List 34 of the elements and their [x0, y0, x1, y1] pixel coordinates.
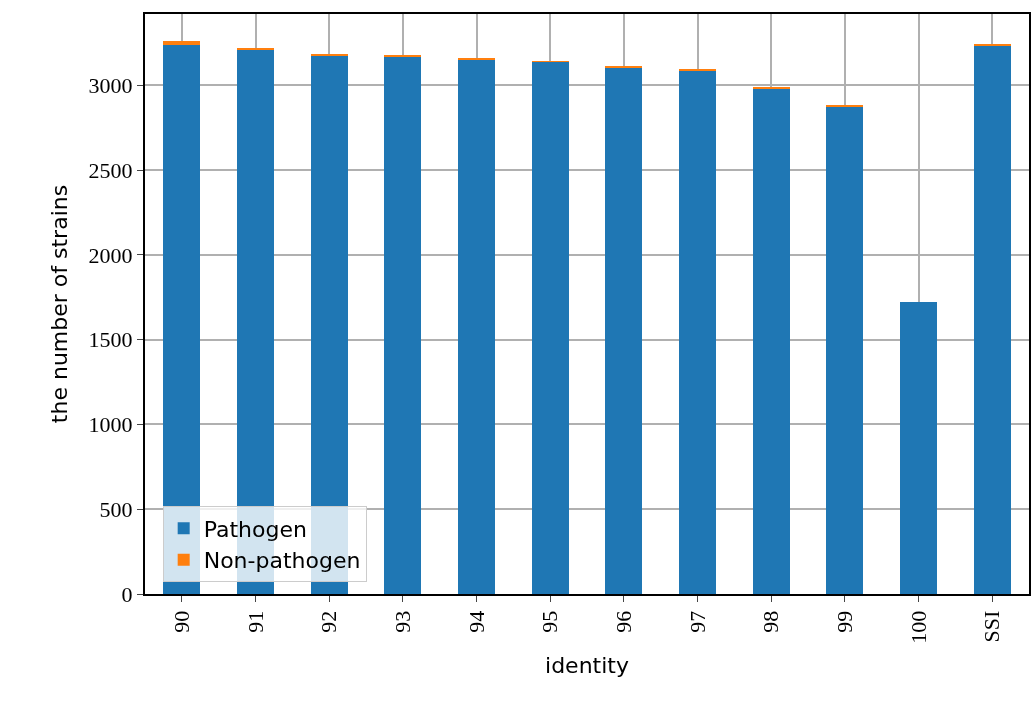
legend-label: Non-pathogen: [203, 548, 361, 574]
y-tick-label: 3000: [88, 72, 133, 98]
x-tick-label: 96: [610, 610, 636, 633]
x-tick-label: 92: [316, 610, 342, 633]
x-tick-label: 94: [463, 610, 489, 633]
bar: [973, 45, 1011, 594]
y-tick-label: 1000: [88, 412, 133, 438]
x-tick-label: 90: [168, 610, 194, 633]
y-tick-label: 2000: [88, 242, 133, 268]
bar: [605, 67, 643, 594]
x-tick-label: 98: [758, 610, 784, 633]
bar: [163, 41, 201, 45]
bar: [900, 302, 937, 594]
x-tick-label: 95: [537, 610, 563, 633]
x-tick-label: 91: [242, 610, 268, 633]
x-tick-label: 100: [905, 610, 931, 644]
x-tick-label: 99: [831, 610, 857, 633]
y-tick-label: 2500: [88, 157, 133, 183]
bar: [679, 70, 716, 594]
y-tick-label: 1500: [88, 327, 133, 353]
x-tick-label: SSI: [979, 610, 1005, 643]
x-tick-label: 93: [389, 610, 415, 633]
bar: [237, 48, 274, 51]
bar: [531, 61, 569, 594]
bar: [384, 56, 422, 594]
bar: [826, 106, 864, 594]
bar: [752, 88, 790, 594]
x-tick-label: 97: [684, 610, 710, 633]
legend-label: Pathogen: [203, 516, 307, 542]
x-axis-title: identity: [545, 653, 629, 679]
bar: [458, 59, 495, 594]
y-tick-label: 0: [121, 581, 133, 607]
y-axis-title: the number of strains: [46, 184, 72, 424]
y-tick-label: 500: [99, 496, 133, 522]
